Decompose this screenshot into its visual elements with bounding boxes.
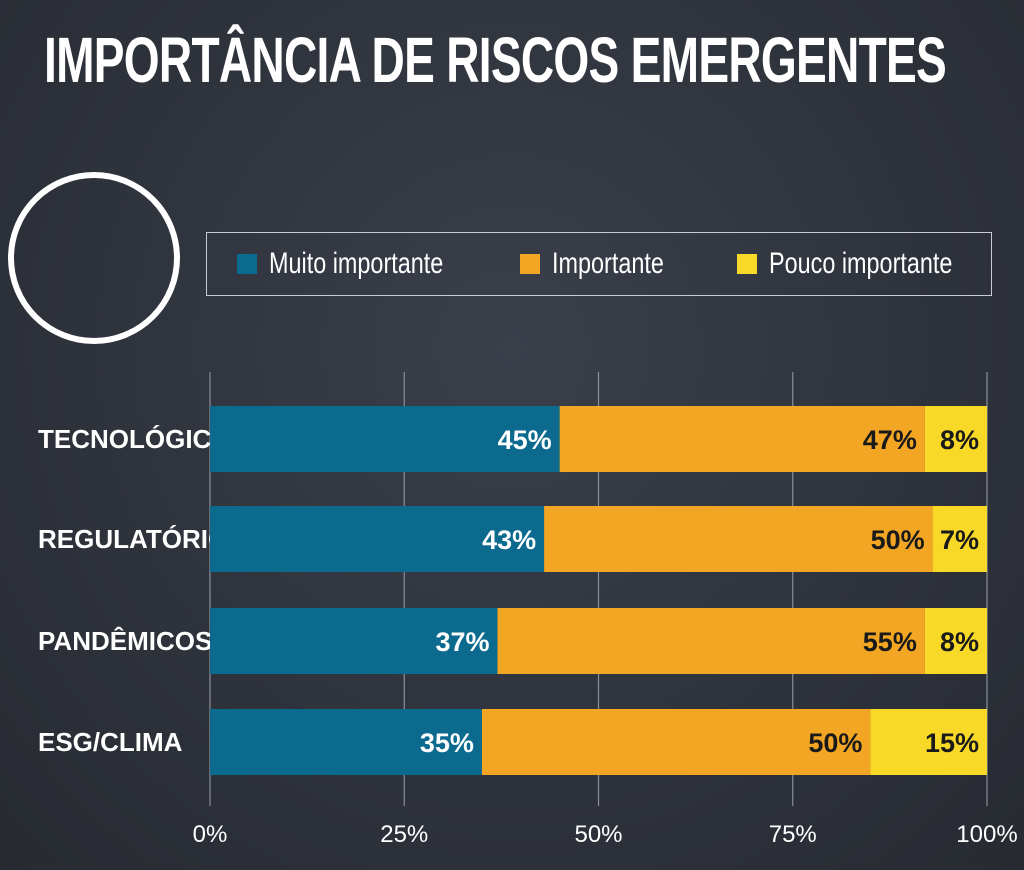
legend: Muito importante Importante Pouco import…: [206, 232, 992, 296]
bar-segment: [924, 406, 987, 472]
data-label: 15%: [925, 728, 979, 758]
bar-segment: [932, 506, 987, 572]
x-tick-label: 0%: [193, 821, 228, 848]
legend-item-pouco-importante: Pouco importante: [737, 233, 1004, 295]
data-label: 8%: [940, 425, 979, 455]
legend-item-importante: Importante: [520, 233, 695, 295]
bar-segment: [924, 608, 987, 674]
data-label: 35%: [420, 728, 474, 758]
bar-segment: [544, 506, 933, 572]
x-tick-label: 50%: [574, 821, 622, 848]
legend-label-importante: Importante: [552, 247, 664, 280]
x-tick-label: 25%: [380, 821, 428, 848]
chart-title: IMPORTÂNCIA DE RISCOS EMERGENTES: [44, 24, 947, 96]
x-tick-label: 100%: [956, 821, 1017, 848]
legend-item-muito-importante: Muito importante: [237, 233, 492, 295]
bar-segment: [210, 608, 498, 674]
data-label: 50%: [808, 728, 862, 758]
category-label: PANDÊMICOS: [38, 626, 212, 656]
data-label: 8%: [940, 627, 979, 657]
legend-label-pouco-importante: Pouco importante: [769, 247, 953, 280]
decorative-circle: [8, 172, 180, 344]
legend-swatch-pouco-importante: [737, 254, 757, 274]
data-label: 45%: [498, 425, 552, 455]
category-label: ESG/CLIMA: [38, 727, 183, 757]
legend-label-muito-importante: Muito importante: [269, 247, 444, 280]
bar-segment: [210, 406, 560, 472]
bar-segment: [481, 709, 871, 775]
data-label: 55%: [863, 627, 917, 657]
bar-segment: [210, 506, 545, 572]
bar-segment: [870, 709, 987, 775]
data-label: 47%: [863, 425, 917, 455]
data-label: 7%: [940, 525, 979, 555]
legend-swatch-importante: [520, 254, 540, 274]
legend-swatch-muito-importante: [237, 254, 257, 274]
bar-segment: [497, 608, 925, 674]
bar-segment: [210, 709, 482, 775]
data-label: 37%: [435, 627, 489, 657]
data-label: 43%: [482, 525, 536, 555]
data-label: 50%: [871, 525, 925, 555]
x-tick-label: 75%: [769, 821, 817, 848]
bar-segment: [559, 406, 925, 472]
